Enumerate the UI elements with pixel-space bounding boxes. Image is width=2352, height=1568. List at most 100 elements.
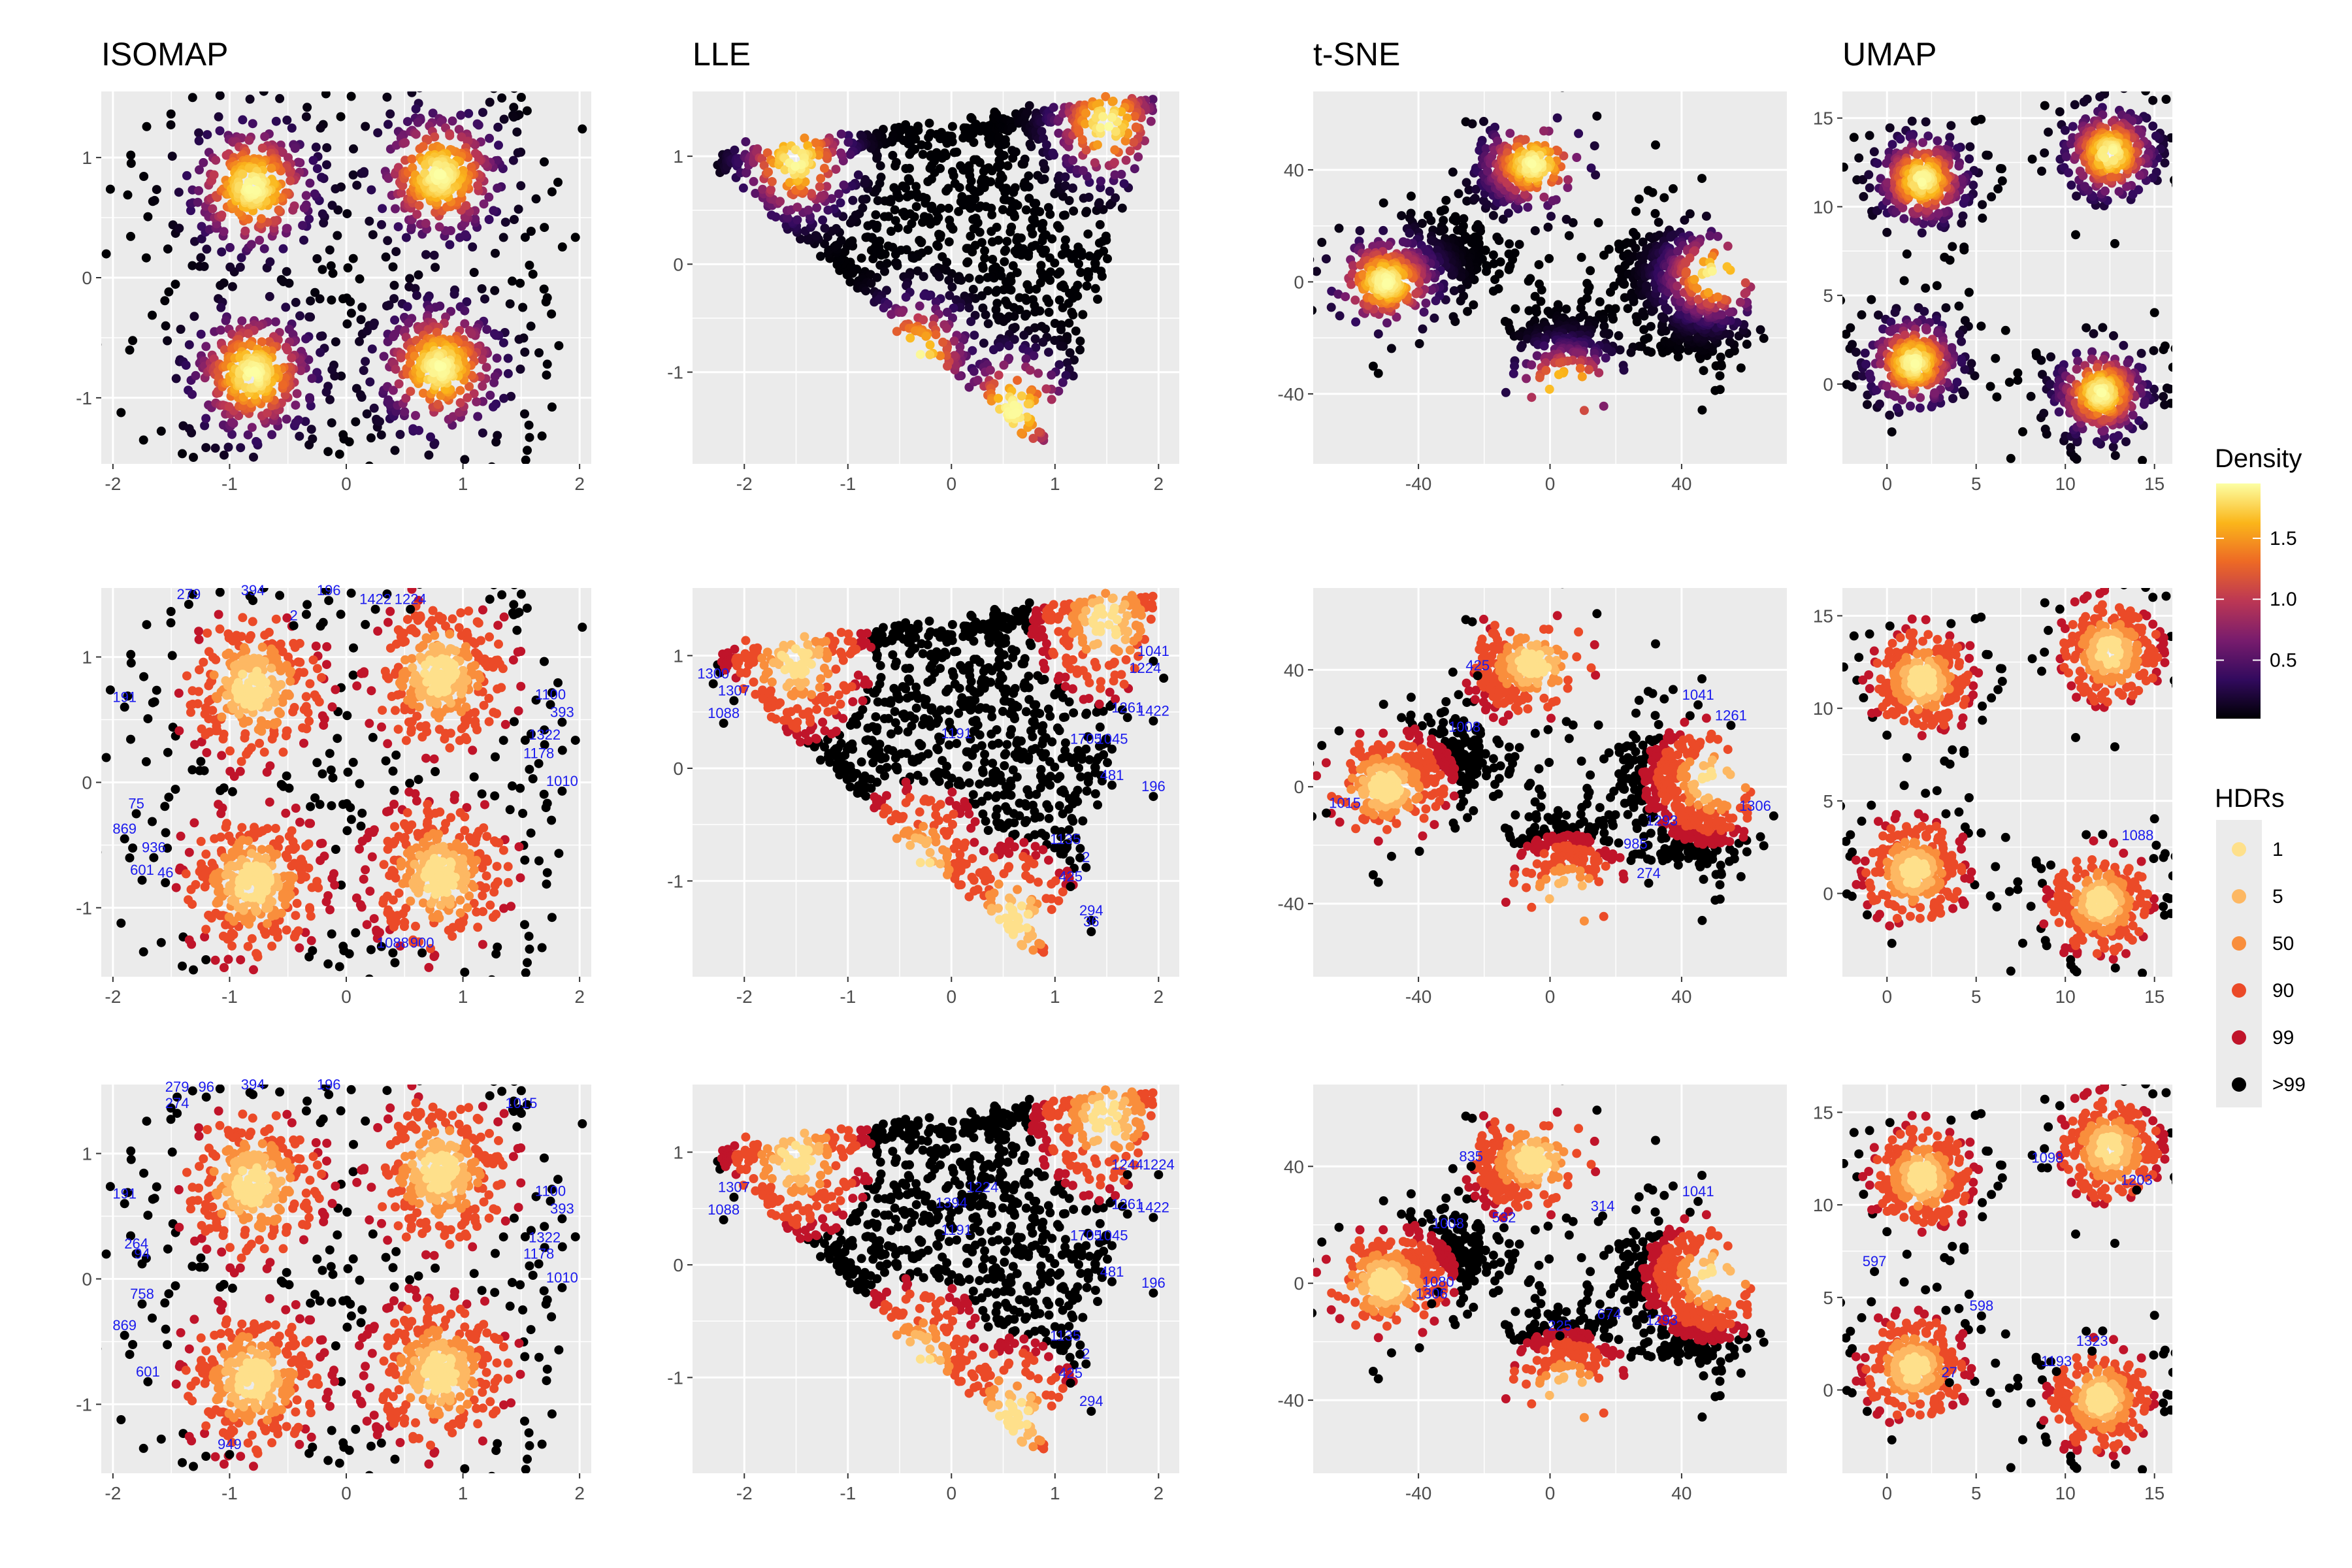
- data-point: [1470, 193, 1480, 203]
- data-point: [305, 178, 315, 188]
- data-point: [1958, 211, 1968, 221]
- data-point: [101, 249, 111, 259]
- data-point: [1008, 261, 1018, 270]
- data-point: [278, 244, 288, 253]
- data-point: [411, 411, 420, 420]
- data-point: [1539, 126, 1548, 136]
- data-point: [298, 221, 308, 231]
- data-point: [238, 115, 248, 125]
- data-point: [988, 255, 998, 264]
- data-point: [201, 342, 211, 351]
- data-point: [1992, 392, 2002, 402]
- data-point: [751, 189, 760, 198]
- data-point: [493, 122, 503, 132]
- data-point: [282, 115, 292, 125]
- data-point: [420, 169, 430, 178]
- data-point: [1921, 325, 1931, 335]
- data-point: [1858, 175, 1868, 184]
- data-point: [1524, 276, 1533, 286]
- data-point: [1334, 223, 1344, 233]
- data-point: [1047, 395, 1056, 404]
- data-point: [1530, 226, 1540, 236]
- data-point: [1060, 210, 1070, 220]
- data-point: [926, 152, 936, 161]
- data-point: [219, 227, 229, 237]
- data-point: [400, 407, 410, 417]
- data-point: [2066, 374, 2076, 384]
- data-point: [174, 188, 184, 197]
- data-point: [2133, 125, 2143, 135]
- data-point: [1432, 245, 1442, 255]
- data-point: [968, 284, 978, 294]
- data-point: [395, 430, 405, 439]
- data-point: [510, 91, 518, 93]
- data-point: [257, 214, 266, 223]
- data-point: [1450, 212, 1460, 221]
- data-point: [759, 161, 769, 171]
- data-point: [1549, 172, 1559, 182]
- data-point: [2046, 380, 2055, 389]
- data-point: [2044, 127, 2053, 137]
- column-titles: ISOMAP LLE t-SNE UMAP: [101, 36, 1936, 73]
- data-point: [889, 183, 899, 193]
- data-point: [1083, 229, 1093, 239]
- data-point: [1041, 245, 1051, 255]
- data-point: [1419, 307, 1429, 317]
- data-point: [365, 216, 374, 226]
- data-point: [983, 272, 992, 282]
- data-point: [1105, 186, 1115, 196]
- data-point: [2121, 437, 2131, 447]
- data-point: [1436, 206, 1446, 216]
- data-point: [391, 365, 400, 374]
- data-point: [1011, 147, 1021, 157]
- data-point: [1723, 241, 1733, 251]
- data-point: [1478, 196, 1488, 206]
- data-point: [537, 431, 547, 441]
- data-point: [1826, 340, 1835, 350]
- data-point: [1947, 345, 1957, 355]
- data-point: [1539, 192, 1549, 202]
- data-point: [126, 231, 135, 241]
- data-point: [1441, 195, 1451, 205]
- data-point: [436, 171, 446, 180]
- data-point: [791, 161, 800, 171]
- data-point: [295, 431, 304, 441]
- data-point: [904, 174, 913, 184]
- data-point: [2109, 331, 2118, 340]
- data-point: [186, 206, 195, 216]
- data-point: [389, 280, 399, 290]
- x-tick-label: -1: [221, 474, 238, 494]
- data-point: [1341, 292, 1350, 302]
- data-point: [1650, 208, 1660, 218]
- data-point: [1454, 189, 1463, 199]
- data-point: [220, 450, 229, 460]
- data-point: [2148, 95, 2158, 105]
- data-point: [405, 274, 415, 284]
- data-point: [139, 435, 148, 445]
- data-point: [249, 452, 258, 462]
- data-point: [365, 461, 374, 464]
- data-point: [1886, 327, 1896, 336]
- data-point: [1017, 233, 1026, 243]
- data-point: [1715, 371, 1725, 381]
- data-point: [325, 395, 335, 404]
- data-point: [336, 112, 346, 122]
- data-point: [1923, 131, 1933, 141]
- data-point: [474, 120, 483, 130]
- data-point: [407, 154, 417, 164]
- data-point: [880, 267, 889, 276]
- data-point: [905, 150, 915, 159]
- data-point: [991, 287, 1001, 297]
- data-point: [836, 235, 846, 245]
- data-point: [202, 244, 212, 254]
- x-tick-label: 0: [1545, 474, 1556, 494]
- data-point: [1848, 340, 1857, 350]
- data-point: [1510, 248, 1520, 258]
- data-point: [1107, 112, 1117, 122]
- data-point: [398, 181, 408, 191]
- data-point: [2136, 348, 2146, 358]
- data-point: [429, 368, 438, 378]
- data-point: [1707, 267, 1717, 276]
- data-point: [1075, 336, 1085, 346]
- data-point: [456, 110, 466, 120]
